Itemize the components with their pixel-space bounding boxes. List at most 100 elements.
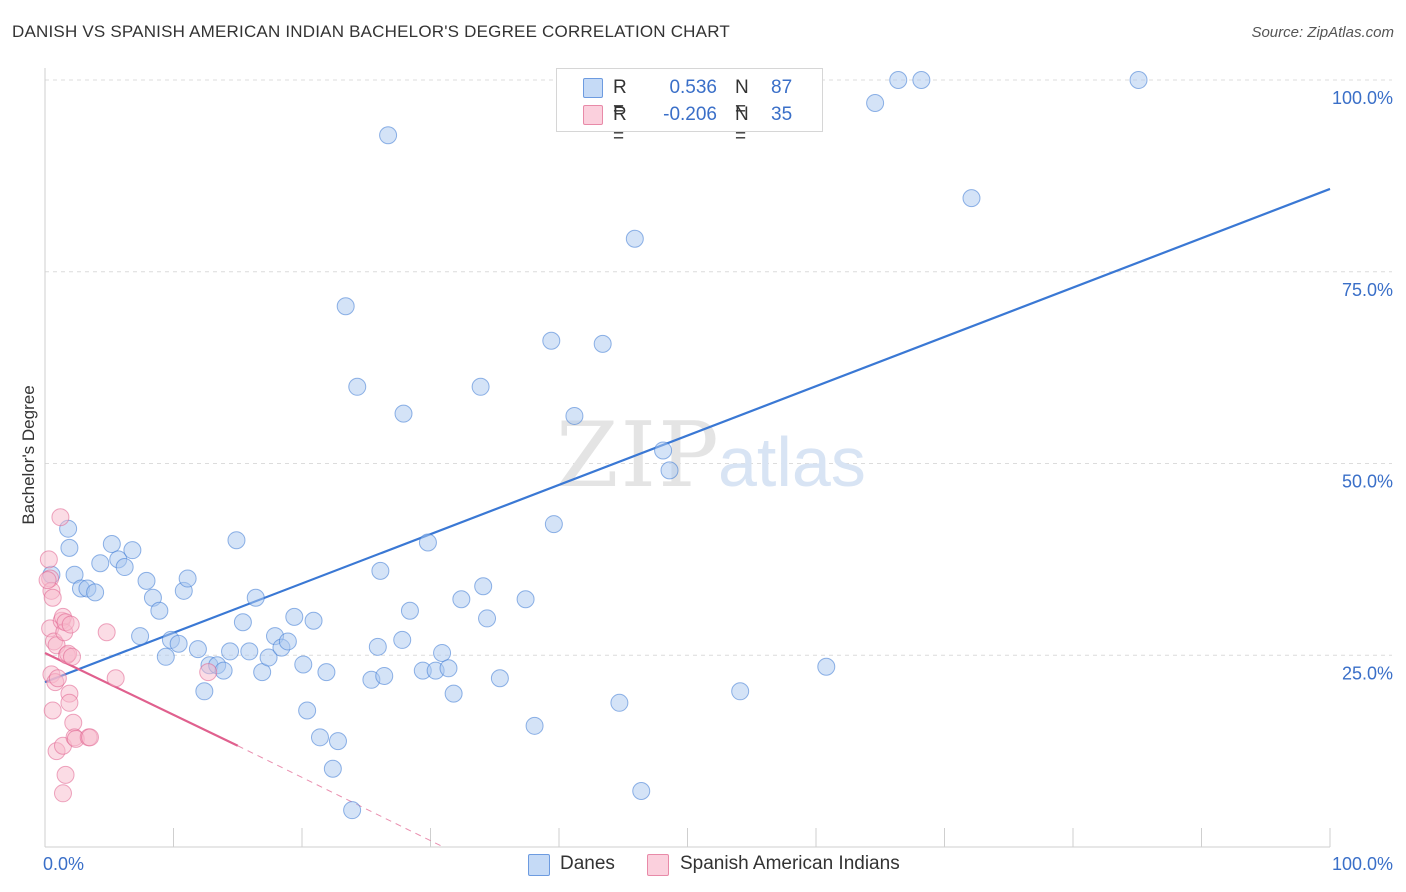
x-tick-label: 100.0% xyxy=(1332,854,1393,874)
data-point-spanish-american-indians xyxy=(39,550,58,569)
data-point-danes xyxy=(336,297,355,316)
data-point-spanish-american-indians xyxy=(97,623,116,642)
y-tick-label: 100.0% xyxy=(1332,88,1393,108)
data-point-danes xyxy=(542,331,561,350)
r-label: R = xyxy=(613,104,627,147)
data-point-danes xyxy=(246,588,265,607)
n-value: 35 xyxy=(771,104,793,125)
data-point-danes xyxy=(328,732,347,751)
data-point-danes xyxy=(233,613,252,632)
data-point-danes xyxy=(310,728,329,747)
data-point-danes xyxy=(368,637,387,656)
data-point-danes xyxy=(259,648,278,667)
data-point-spanish-american-indians xyxy=(56,765,75,784)
data-point-spanish-american-indians xyxy=(62,647,81,666)
trendline-spanish-american-indians xyxy=(44,651,239,747)
data-point-danes xyxy=(371,561,390,580)
data-point-spanish-american-indians xyxy=(48,669,67,688)
trendline-danes xyxy=(44,187,1331,684)
watermark: ZIP atlas xyxy=(556,403,866,508)
data-point-danes xyxy=(294,655,313,674)
data-point-danes xyxy=(188,640,207,659)
data-point-danes xyxy=(156,647,175,666)
data-point-danes xyxy=(731,682,750,701)
data-point-danes xyxy=(123,541,142,560)
r-value: -0.206 xyxy=(663,104,717,125)
legend-label-spanish-american-indians: Spanish American Indians xyxy=(680,853,900,874)
data-point-danes xyxy=(912,71,931,89)
legend-swatch-spanish-american-indians xyxy=(647,854,669,876)
data-point-danes xyxy=(478,609,497,628)
data-point-danes xyxy=(375,666,394,685)
data-point-danes xyxy=(298,701,317,720)
data-point-danes xyxy=(660,461,679,480)
gridlines xyxy=(45,79,1392,656)
data-point-danes xyxy=(418,533,437,552)
data-point-spanish-american-indians xyxy=(51,508,70,527)
data-point-danes xyxy=(91,554,110,573)
data-point-danes xyxy=(323,759,342,778)
r-label: R = xyxy=(613,77,627,120)
source-credit: Source: ZipAtlas.com xyxy=(1251,24,1394,41)
chart-title: DANISH VS SPANISH AMERICAN INDIAN BACHEL… xyxy=(12,22,730,41)
data-point-danes xyxy=(394,404,413,423)
y-tick-label: 75.0% xyxy=(1342,280,1393,300)
tick-labels: 25.0% 50.0% 75.0% 100.0% 0.0% 100.0% xyxy=(43,88,1393,874)
data-point-danes xyxy=(317,663,336,682)
y-axis-label: Bachelor's Degree xyxy=(19,385,38,524)
data-point-danes xyxy=(227,531,246,550)
data-point-danes xyxy=(593,334,612,353)
data-point-spanish-american-indians xyxy=(106,669,125,688)
data-point-danes xyxy=(137,571,156,590)
data-point-spanish-american-indians xyxy=(53,784,72,803)
data-point-danes xyxy=(866,94,885,113)
legend-label-danes: Danes xyxy=(560,853,615,874)
data-point-danes xyxy=(285,607,304,626)
data-point-danes xyxy=(817,657,836,676)
data-point-danes xyxy=(221,642,240,661)
data-point-danes xyxy=(102,535,121,554)
legend-swatch-spanish-american-indians xyxy=(583,105,603,125)
data-point-spanish-american-indians xyxy=(199,663,218,682)
data-point-danes xyxy=(131,627,150,646)
data-point-danes xyxy=(115,558,134,577)
data-point-danes xyxy=(1129,71,1148,89)
watermark-atlas: atlas xyxy=(718,423,866,501)
data-point-spanish-american-indians xyxy=(38,571,57,590)
data-point-danes xyxy=(348,377,367,396)
data-point-danes xyxy=(60,538,79,557)
data-point-danes xyxy=(278,632,297,651)
data-point-danes xyxy=(86,583,105,602)
data-point-danes xyxy=(471,377,490,396)
trendline-extension-spanish-american-indians xyxy=(237,745,444,848)
data-points xyxy=(38,71,1148,820)
data-point-danes xyxy=(304,611,323,630)
data-point-danes xyxy=(544,515,563,534)
n-label: N = xyxy=(735,77,749,120)
stats-legend: R = 0.536 N = 87 R = -0.206 N = 35 xyxy=(556,68,823,147)
data-point-danes xyxy=(632,782,651,801)
y-tick-label: 50.0% xyxy=(1342,472,1393,492)
data-point-danes xyxy=(444,684,463,703)
data-point-danes xyxy=(654,441,673,460)
data-point-spanish-american-indians xyxy=(43,701,62,720)
data-point-danes xyxy=(490,669,509,688)
data-point-danes xyxy=(625,229,644,248)
data-point-danes xyxy=(889,71,908,89)
data-point-danes xyxy=(400,601,419,620)
data-point-spanish-american-indians xyxy=(61,615,80,634)
trendlines xyxy=(44,187,1331,848)
data-point-danes xyxy=(433,643,452,662)
data-point-danes xyxy=(169,634,188,653)
data-point-danes xyxy=(474,577,493,596)
n-value: 87 xyxy=(771,77,793,98)
data-point-danes xyxy=(240,642,259,661)
data-point-spanish-american-indians xyxy=(80,728,99,747)
data-point-danes xyxy=(565,406,584,425)
data-point-spanish-american-indians xyxy=(43,588,62,607)
data-point-danes xyxy=(178,569,197,588)
n-label: N = xyxy=(735,104,749,147)
data-point-danes xyxy=(379,126,398,145)
data-point-danes xyxy=(962,189,981,208)
